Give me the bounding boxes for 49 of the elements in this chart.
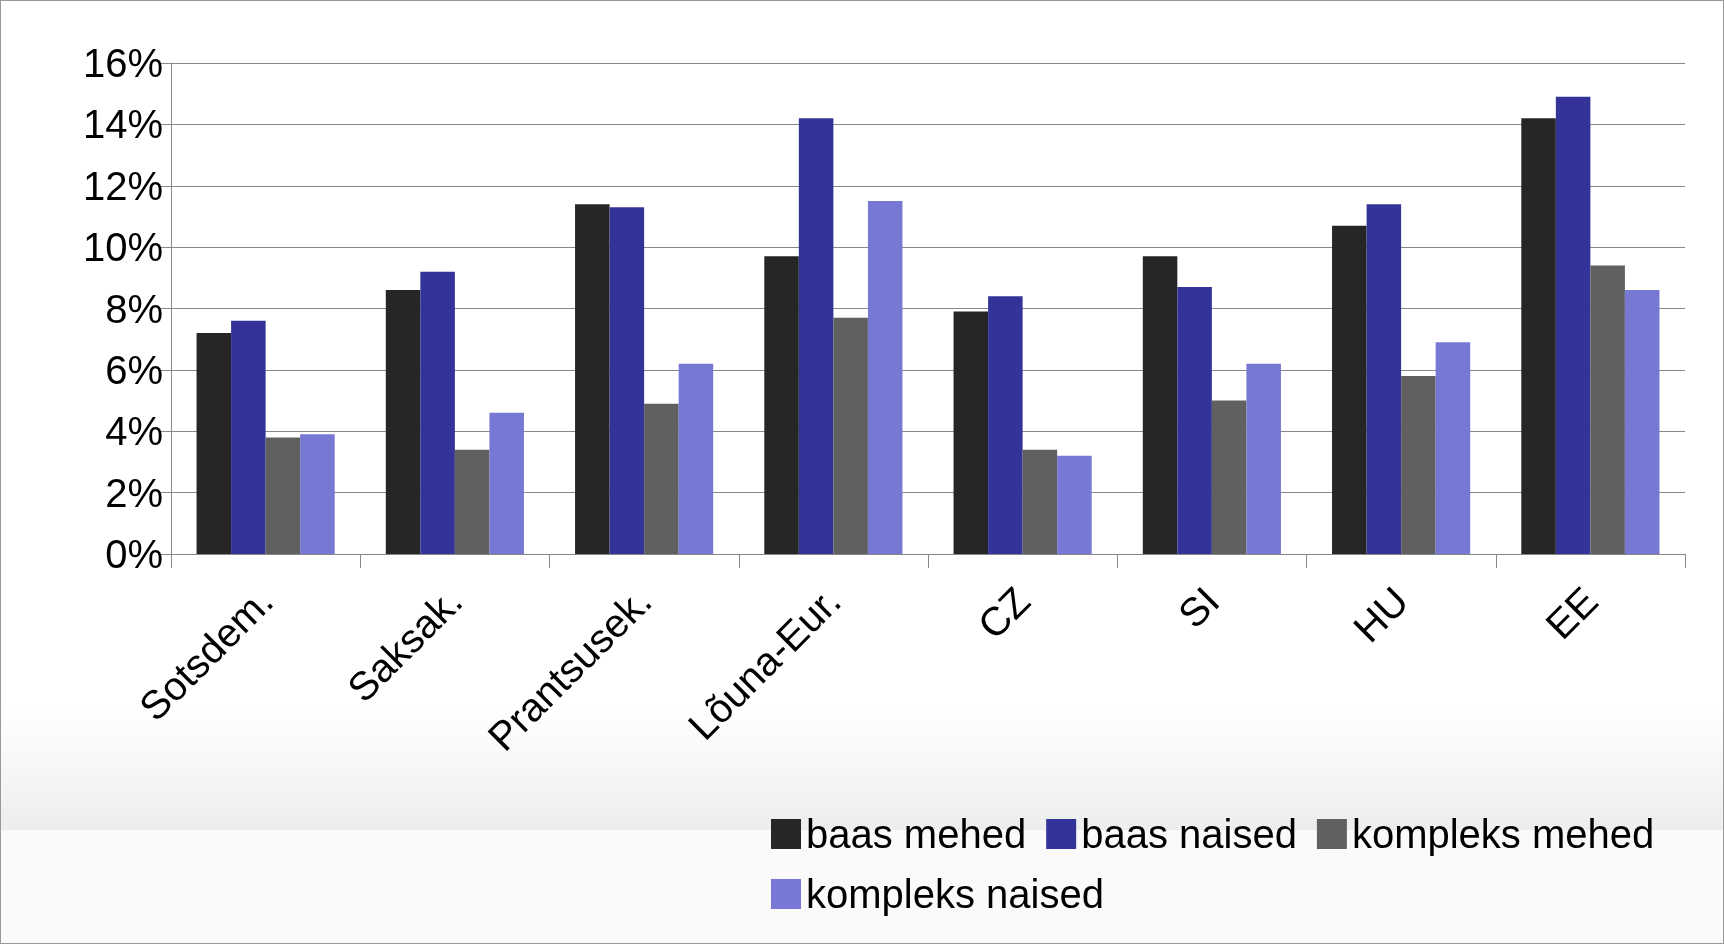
y-tick-label: 0% xyxy=(105,532,163,576)
bar xyxy=(988,296,1023,554)
bar xyxy=(1246,363,1281,554)
y-tick-label: 16% xyxy=(82,41,163,85)
x-tick-label: CZ xyxy=(969,578,1039,648)
bar xyxy=(678,363,714,554)
x-tick-label: EE xyxy=(1537,578,1606,648)
bar xyxy=(1366,204,1402,554)
bar xyxy=(1332,225,1367,554)
legend-label: kompleks mehed xyxy=(1351,812,1655,856)
y-tick-label: 14% xyxy=(82,102,163,147)
y-tick-label: 8% xyxy=(105,286,163,331)
bar xyxy=(833,317,868,554)
bar xyxy=(575,204,610,554)
x-tick-label: SI xyxy=(1169,578,1228,637)
legend-label: baas mehed xyxy=(806,812,1027,856)
bar xyxy=(385,290,421,554)
bar xyxy=(1401,376,1436,554)
bar xyxy=(1142,256,1178,554)
bar xyxy=(265,437,301,554)
y-tick-label: 6% xyxy=(105,347,163,392)
bar xyxy=(1435,342,1471,554)
bar xyxy=(1022,449,1058,554)
bar xyxy=(867,201,903,554)
bar xyxy=(1177,287,1212,554)
bar xyxy=(644,403,679,554)
bar xyxy=(1211,400,1247,554)
y-tick-label: 4% xyxy=(105,409,163,454)
bar xyxy=(454,449,490,554)
bar xyxy=(300,434,335,554)
legend-label: baas naised xyxy=(1081,812,1297,856)
bar xyxy=(1555,96,1591,554)
bar xyxy=(609,207,645,554)
bar xyxy=(489,412,524,554)
y-tick-label: 10% xyxy=(82,225,163,270)
x-tick-label: HU xyxy=(1344,578,1417,651)
y-tick-label: 12% xyxy=(82,163,163,208)
bar xyxy=(1057,455,1092,554)
bar xyxy=(1521,118,1556,554)
bar xyxy=(953,311,989,554)
bar xyxy=(420,271,455,554)
bar xyxy=(798,118,834,554)
y-tick-label: 2% xyxy=(105,470,163,515)
bar xyxy=(196,333,232,554)
bar xyxy=(1590,265,1625,554)
legend-label: kompleks naised xyxy=(806,872,1104,916)
bar xyxy=(231,320,266,554)
bar xyxy=(1624,290,1660,554)
bar xyxy=(764,256,799,554)
